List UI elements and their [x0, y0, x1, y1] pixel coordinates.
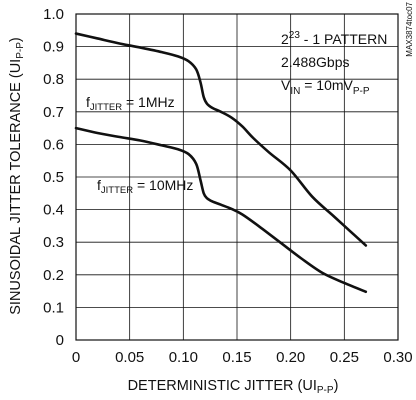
axes	[75, 13, 399, 341]
legend-vin: VIN = 10mVP-P	[281, 77, 370, 97]
y-tick-label: 0	[56, 332, 64, 349]
y-tick-label: 0.7	[43, 104, 64, 121]
y-tick-label: 0.4	[43, 202, 64, 219]
y-tick-label: 0.8	[43, 71, 64, 88]
x-tick-label: 0	[72, 349, 80, 366]
series-line-1mhz	[74, 32, 368, 247]
x-tick-label: 0.30	[383, 349, 412, 366]
y-tick-label: 1.0	[43, 6, 64, 23]
grid	[76, 14, 398, 340]
y-tick-label: 0.9	[43, 39, 64, 56]
legend-bitrate: 2.488Gbps	[281, 54, 350, 70]
y-tick-label: 0.2	[43, 267, 64, 284]
x-tick-label: 0.15	[222, 349, 251, 366]
ticks: 0 0.05 0.10 0.15 0.20 0.25 0.30 0 0.1 0.2 0.3 0.4 0.…	[43, 6, 412, 366]
y-tick-label: 0.1	[43, 299, 64, 316]
series-label-10mhz: fJITTER = 10MHz	[97, 177, 193, 196]
x-tick-label: 0.20	[276, 349, 305, 366]
x-axis-title: DETERMINISTIC JITTER (UIP-P)	[128, 378, 339, 396]
x-tick-label: 0.25	[330, 349, 359, 366]
series-label-1mhz: fJITTER = 1MHz	[86, 94, 175, 113]
part-watermark: MAX3874toc07	[405, 1, 414, 56]
x-tick-label: 0.10	[169, 349, 198, 366]
y-tick-label: 0.3	[43, 234, 64, 251]
legend-pattern: 223 - 1 PATTERN	[281, 30, 387, 47]
legend: 223 - 1 PATTERN 2.488Gbps VIN = 10mVP-P	[281, 30, 387, 97]
series-lines	[74, 32, 368, 294]
y-tick-label: 0.5	[43, 169, 64, 186]
plot-frame	[75, 13, 399, 341]
y-axis-title: SINUSOIDAL JITTER TOLERANCE (UIP-P)	[8, 37, 26, 314]
x-tick-label: 0.05	[115, 349, 144, 366]
y-tick-label: 0.6	[43, 136, 64, 153]
series-line-10mhz	[74, 126, 368, 294]
